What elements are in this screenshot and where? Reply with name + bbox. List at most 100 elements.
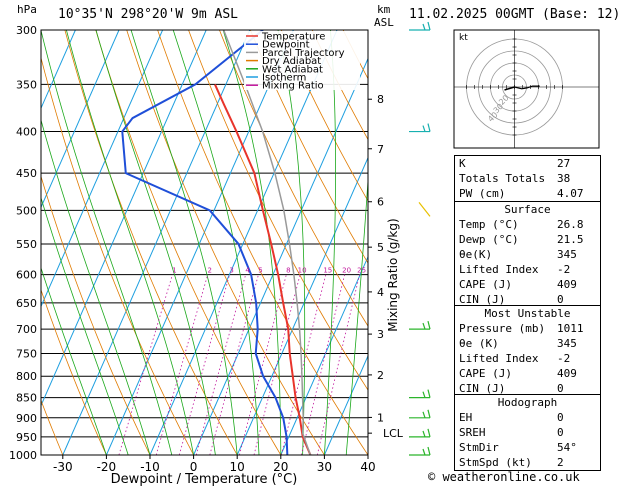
isotherm-line [62, 30, 251, 455]
wind-barb-flag [422, 448, 426, 456]
pressure-tick-label: 950 [16, 431, 37, 444]
mixing-ratio-line [239, 274, 287, 455]
hodo-row: SREH 0 [459, 426, 564, 439]
wind-barb-flag [422, 411, 426, 418]
mixing-ratio-label: 1 [172, 267, 176, 275]
mixing-ratio-line [316, 274, 360, 455]
mu-row: Pressure (mb) 1011 [459, 322, 584, 335]
pressure-tick-label: 900 [16, 412, 37, 425]
wind-barb-flag [422, 125, 426, 132]
wet-adiabat-line [95, 30, 216, 455]
wind-barb-flag [427, 123, 431, 132]
isotherm-line [149, 30, 338, 455]
temperature-tick-label: 10 [230, 460, 245, 474]
hodo-row: StmSpd (kt) 2 [459, 456, 564, 469]
mixing-ratio-line [253, 274, 301, 455]
pressure-tick-label: 400 [16, 126, 37, 139]
mixing-ratio-label: 10 [298, 267, 307, 275]
hodo-row: EH 0 [459, 411, 564, 424]
isotherm-line [41, 30, 76, 110]
hodograph-unit-label: kt [459, 33, 468, 43]
temperature-line [214, 84, 312, 455]
mixing-ratio-label: 25 [357, 267, 366, 275]
dewpoint-line [121, 30, 289, 455]
legend-label: Parcel Trajectory [262, 48, 345, 59]
mixing-ratio-label: 4 [245, 267, 250, 275]
wind-barb-flag [422, 430, 426, 438]
location-title: 10°35'N 298°20'W 9m ASL [58, 7, 239, 22]
temperature-tick-label: -20 [97, 460, 117, 474]
wind-barb-flag [422, 322, 426, 330]
wind-barb-flag [427, 320, 431, 330]
plot-frame [40, 29, 369, 456]
legend-label: Wet Adiabat [262, 64, 323, 75]
surface-row: θe(K) 345 [459, 248, 577, 261]
legend-label: Dewpoint [262, 40, 310, 51]
mixing-ratio-label: 15 [323, 267, 332, 275]
hodograph-title: Hodograph [497, 396, 558, 409]
dry-adiabat-line [41, 56, 194, 455]
hpa-label: hPa [17, 3, 37, 16]
mixing-ratio-line [209, 274, 259, 455]
wet-adiabat-line [172, 30, 260, 455]
legend-label: Mixing Ratio [262, 81, 324, 92]
mixing-ratio-label: 5 [258, 267, 262, 275]
isotherm-line [105, 30, 294, 455]
wet-adiabat-line [41, 118, 151, 455]
index-row: PW (cm) 4.07 [459, 187, 584, 200]
legend-label: Isotherm [262, 73, 306, 84]
pressure-tick-label: 800 [16, 370, 37, 383]
mixing-ratio-line [280, 274, 327, 455]
km-tick-label: 2 [377, 369, 384, 382]
wind-barb-flag [427, 21, 431, 31]
pressure-tick-label: 650 [16, 297, 37, 310]
dry-adiabat-line [280, 30, 368, 202]
mu-row: CIN (J) 0 [459, 382, 564, 395]
pressure-tick-label: 1000 [9, 449, 37, 462]
km-tick-label: 3 [377, 328, 384, 341]
wet-adiabat-line [324, 30, 336, 455]
hodo-row: StmDir 54° [459, 441, 577, 454]
mixing-ratio-line [118, 274, 173, 455]
most-unstable-title: Most Unstable [484, 307, 571, 320]
km-tick-label: 5 [377, 241, 384, 254]
legend-label: Dry Adiabat [262, 56, 321, 67]
wet-adiabat-line [130, 30, 238, 455]
wind-barbs [409, 21, 431, 456]
isotherm-line [323, 354, 368, 455]
dry-adiabat-line [188, 30, 368, 391]
surface-row: Lifted Index -2 [459, 263, 571, 276]
pressure-tick-label: 600 [16, 269, 37, 282]
wind-barb-flag [422, 23, 426, 31]
surface-title: Surface [504, 203, 551, 216]
most-unstable-panel: Most Unstable Pressure (mb) 1011 θe (K) 34… [454, 305, 601, 397]
parcel-line [222, 30, 312, 455]
profile-lines [121, 30, 312, 455]
datetime-title: 11.02.2025 00GMT (Base: 12) [409, 7, 621, 22]
pressure-tick-label: 450 [16, 167, 37, 180]
mu-row: CAPE (J) 409 [459, 367, 577, 380]
index-row: Totals Totals 38 [459, 172, 571, 185]
isotherm-line [280, 255, 368, 455]
mixing-ratio-line [178, 274, 230, 455]
hodograph-trace [514, 85, 540, 90]
pressure-tick-label: 850 [16, 392, 37, 405]
legend-box [244, 31, 360, 90]
pressure-tick-label: 500 [16, 204, 37, 217]
surface-row: CIN (J) 0 [459, 293, 564, 306]
wind-barb-flag [427, 428, 431, 438]
x-axis-label: Dewpoint / Temperature (°C) [111, 472, 298, 486]
pressure-tick-label: 700 [16, 323, 37, 336]
isotherm-line [193, 57, 368, 455]
mixing-ratio-line [300, 274, 346, 455]
mu-row: Lifted Index -2 [459, 352, 571, 365]
mixing-ratio-label: 2 [207, 267, 211, 275]
y2-axis-label: Mixing Ratio (g/kg) [386, 218, 400, 331]
wind-barb-flag [427, 446, 431, 456]
surface-row: CAPE (J) 409 [459, 278, 577, 291]
dry-adiabat-line [157, 30, 368, 455]
temperature-tick-label: 30 [317, 460, 332, 474]
